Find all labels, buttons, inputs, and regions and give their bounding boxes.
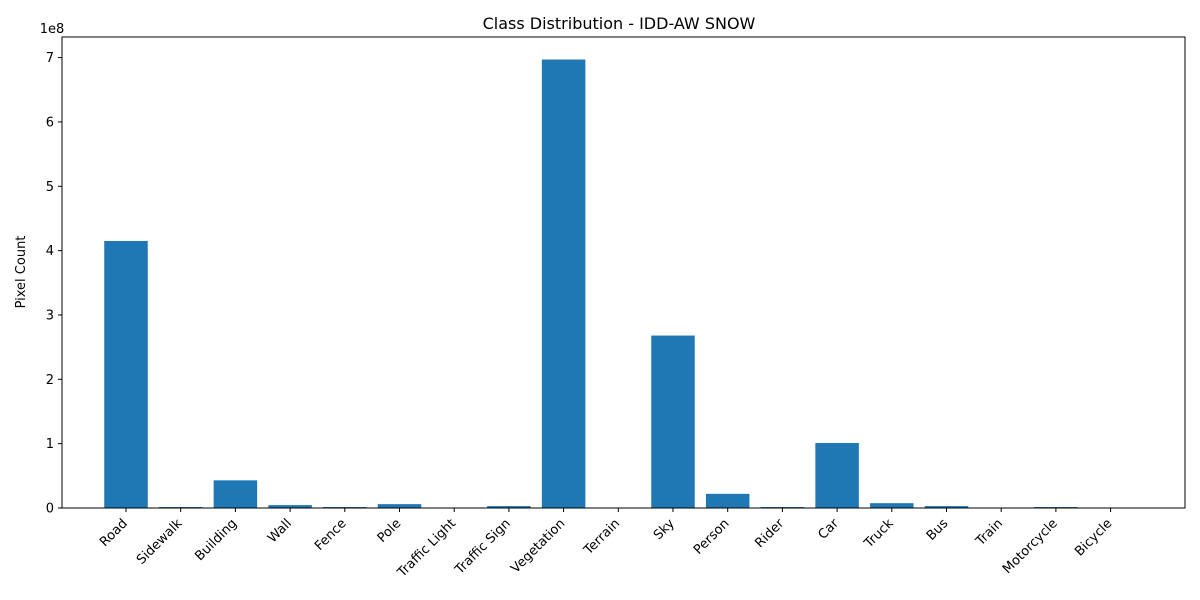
bar-building bbox=[213, 480, 258, 508]
bar-pole bbox=[377, 504, 422, 508]
x-axis-ticks: Road Sidewalk Building Wall Fence PoleTraffic… bbox=[97, 508, 1115, 581]
y-tick-label: 3 bbox=[46, 308, 54, 323]
y-tick-label: 6 bbox=[46, 115, 54, 130]
x-tick-label: Road bbox=[97, 516, 131, 550]
bar-road bbox=[104, 240, 148, 508]
bar-car bbox=[815, 443, 859, 508]
x-tick-label: Vegetation bbox=[508, 516, 568, 576]
x-tick-label: Motorcycle bbox=[1000, 516, 1061, 577]
bar-wall bbox=[268, 505, 312, 508]
y-tick-label: 7 bbox=[46, 51, 54, 66]
x-tick-label: Bus bbox=[924, 516, 952, 544]
y-tick-label: 2 bbox=[46, 373, 54, 388]
y-tick-label: 0 bbox=[46, 502, 54, 517]
x-tick-label: Sidewalk bbox=[134, 516, 186, 568]
x-tick-label: Traffic Sign bbox=[452, 516, 514, 578]
chart-title: Class Distribution - IDD-AW SNOW bbox=[483, 14, 756, 33]
bar-truck bbox=[870, 503, 914, 508]
bar-sky bbox=[651, 335, 695, 508]
y-tick-label: 1 bbox=[46, 437, 54, 452]
y-axis-label: Pixel Count bbox=[14, 236, 29, 309]
x-tick-label: Person bbox=[691, 516, 732, 557]
plot-frame bbox=[61, 36, 1186, 509]
bar-vegetation bbox=[541, 59, 586, 509]
bar-traffic-sign bbox=[487, 506, 531, 508]
x-tick-label: Sky bbox=[651, 516, 678, 543]
bar-person bbox=[705, 493, 750, 508]
y-tick-label: 4 bbox=[46, 244, 54, 259]
x-tick-label: Truck bbox=[861, 516, 897, 552]
x-tick-label: Wall bbox=[265, 516, 295, 546]
x-tick-label: Traffic Light bbox=[394, 516, 459, 581]
bar-bus bbox=[924, 506, 969, 508]
y-axis-ticks: 0 1 2 3 4 5 6 7 bbox=[46, 51, 62, 517]
x-tick-label: Pole bbox=[375, 516, 405, 546]
x-tick-label: Fence bbox=[312, 516, 350, 554]
y-tick-label: 5 bbox=[46, 180, 54, 195]
x-tick-label: Building bbox=[192, 516, 240, 564]
y-axis-offset-label: 1e8 bbox=[40, 22, 65, 37]
bars-group bbox=[104, 59, 1078, 509]
x-tick-label: Train bbox=[973, 516, 1006, 549]
x-tick-label: Terrain bbox=[581, 516, 623, 558]
x-tick-label: Bicycle bbox=[1072, 516, 1115, 559]
x-tick-label: Rider bbox=[752, 516, 787, 551]
x-tick-label: Car bbox=[815, 516, 842, 543]
